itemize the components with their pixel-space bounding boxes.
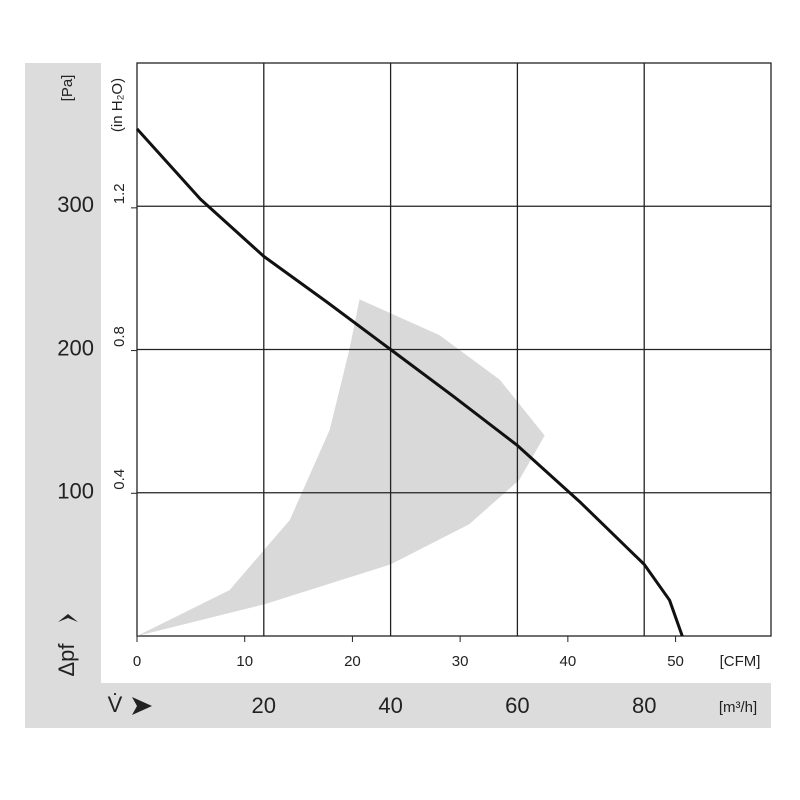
- y-arrow: [58, 614, 78, 622]
- y2-tick-label: 1.2: [111, 183, 128, 204]
- y-unit: [Pa]: [59, 75, 76, 102]
- x2-tick-label: 50: [667, 653, 684, 670]
- curve: [135, 127, 684, 637]
- y-tick-label: 300: [57, 192, 94, 217]
- y-tick-label: 100: [57, 479, 94, 504]
- x2-tick-label: 30: [452, 653, 469, 670]
- x2-tick-label: 10: [236, 653, 253, 670]
- x2-tick-label: 0: [133, 653, 141, 670]
- operating-region: [137, 299, 545, 636]
- x-tick-label: 80: [632, 693, 656, 718]
- x-label: V̇: [108, 692, 123, 717]
- x2-unit: [CFM]: [720, 653, 761, 670]
- x2-tick-label: 20: [344, 653, 361, 670]
- x-arrow: [132, 697, 152, 715]
- left-band: [25, 63, 101, 728]
- y-label: Δpf: [54, 643, 79, 677]
- y2-tick-label: 0.8: [111, 326, 128, 347]
- x2-tick-label: 40: [560, 653, 577, 670]
- x-tick-label: 20: [252, 693, 276, 718]
- x-tick-label: 40: [378, 693, 402, 718]
- y2-unit: (in H₂O): [109, 78, 126, 132]
- x-unit: [m³/h]: [719, 699, 757, 716]
- y2-tick-label: 0.4: [111, 469, 128, 490]
- y-tick-label: 200: [57, 335, 94, 360]
- x-tick-label: 60: [505, 693, 529, 718]
